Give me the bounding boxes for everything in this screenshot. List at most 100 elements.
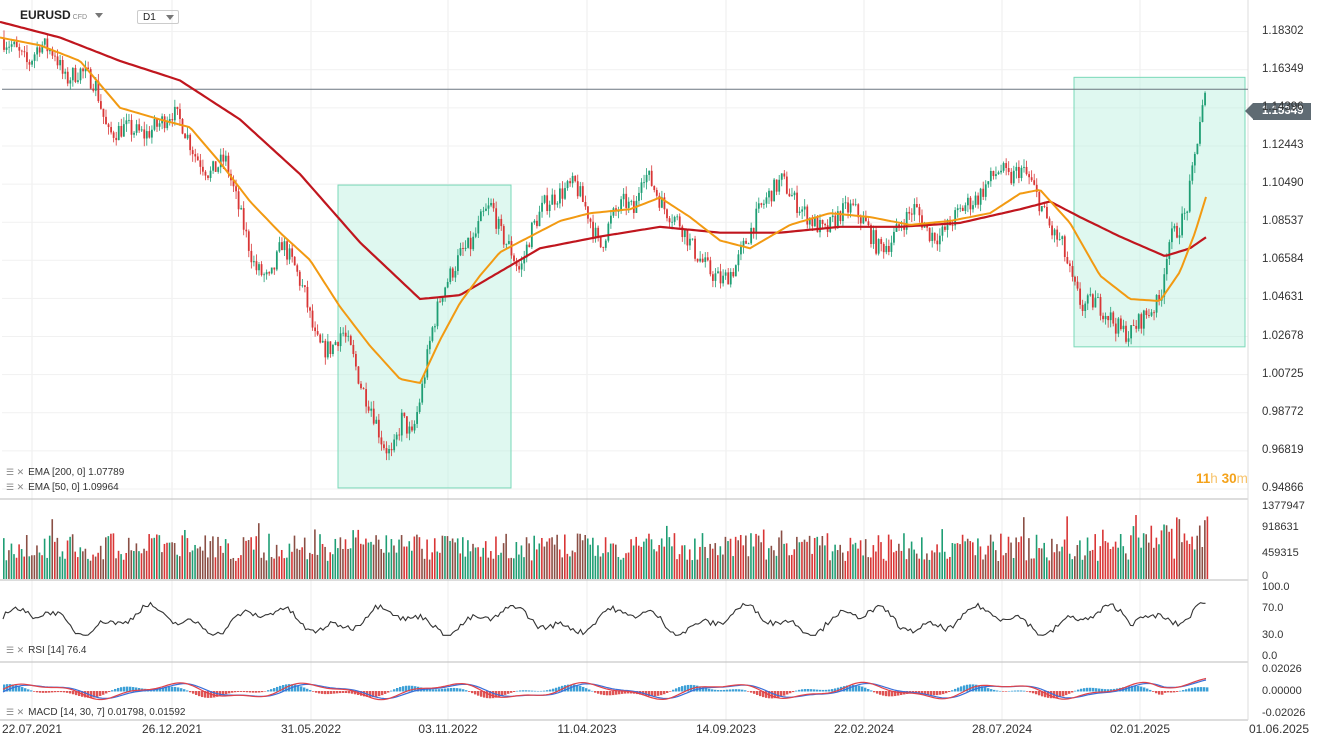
legend-rsi-label: RSI [14] 76.4 bbox=[28, 645, 87, 656]
candle bbox=[995, 166, 997, 180]
volume-bar bbox=[1160, 530, 1163, 579]
candle bbox=[913, 198, 916, 222]
date-axis-label: 28.07.2024 bbox=[971, 722, 1033, 736]
candle bbox=[974, 191, 977, 208]
legend-ema200[interactable]: ☰ ✕ EMA [200, 0] 1.07789 bbox=[6, 467, 124, 478]
macd-histogram-bar bbox=[258, 691, 261, 693]
volume-bar bbox=[711, 548, 714, 579]
macd-histogram-bar bbox=[483, 691, 486, 698]
macd-histogram-bar bbox=[72, 691, 75, 695]
candle bbox=[763, 199, 765, 209]
legend-macd-label: MACD [14, 30, 7] 0.01798, 0.01592 bbox=[28, 707, 186, 718]
macd-histogram-bar bbox=[18, 685, 21, 692]
candle bbox=[602, 246, 605, 252]
macd-histogram-bar bbox=[1131, 685, 1134, 692]
candle bbox=[1048, 216, 1051, 228]
volume-bar bbox=[819, 545, 821, 579]
volume-bar bbox=[102, 559, 105, 579]
menu-icon[interactable]: ☰ ✕ bbox=[6, 645, 25, 655]
candle bbox=[1091, 293, 1094, 311]
volume-bar bbox=[895, 550, 898, 579]
candle bbox=[444, 286, 447, 302]
volume-bar bbox=[161, 552, 163, 579]
macd-histogram-bar bbox=[1176, 691, 1179, 692]
volume-axis-label: 1377947 bbox=[1262, 500, 1305, 512]
volume-bar bbox=[94, 556, 97, 579]
date-axis-label: 11.04.2023 bbox=[557, 722, 617, 736]
macd-histogram-bar bbox=[759, 691, 762, 697]
menu-icon[interactable]: ☰ ✕ bbox=[6, 707, 25, 717]
candle bbox=[1114, 317, 1117, 342]
candle bbox=[1056, 225, 1059, 247]
candle bbox=[1099, 293, 1102, 321]
volume-bar bbox=[408, 541, 411, 579]
volume-bar bbox=[209, 541, 212, 579]
symbol-selector[interactable]: EURUSD CFD bbox=[20, 8, 104, 22]
macd-histogram-bar bbox=[576, 685, 579, 692]
candle bbox=[768, 188, 770, 205]
volume-bar bbox=[660, 538, 663, 579]
legend-macd[interactable]: ☰ ✕ MACD [14, 30, 7] 0.01798, 0.01592 bbox=[6, 707, 185, 718]
macd-histogram-bar bbox=[318, 691, 321, 694]
timeframe-selector[interactable]: D1 bbox=[137, 10, 179, 24]
volume-bar bbox=[339, 537, 342, 579]
volume-bar bbox=[344, 539, 347, 579]
macd-histogram-bar bbox=[57, 691, 60, 693]
candle bbox=[286, 238, 288, 266]
candle bbox=[778, 174, 781, 195]
volume-bar bbox=[569, 556, 571, 579]
candle bbox=[1155, 294, 1158, 318]
volume-bar bbox=[1145, 534, 1147, 579]
volume-bar bbox=[33, 555, 36, 579]
candle bbox=[747, 242, 750, 245]
volume-bar bbox=[110, 533, 112, 579]
candle bbox=[635, 196, 638, 213]
candle bbox=[395, 432, 398, 447]
volume-bar bbox=[561, 557, 564, 579]
volume-bar bbox=[543, 546, 546, 579]
macd-histogram-bar bbox=[675, 688, 678, 692]
volume-bar bbox=[365, 538, 367, 579]
candle bbox=[959, 204, 962, 213]
candle bbox=[293, 256, 296, 266]
volume-bar bbox=[270, 557, 273, 579]
candle bbox=[574, 175, 577, 183]
volume-bar bbox=[490, 551, 492, 579]
menu-icon[interactable]: ☰ ✕ bbox=[6, 467, 25, 477]
macd-histogram-bar bbox=[999, 690, 1002, 692]
candle bbox=[92, 83, 95, 93]
volume-bar bbox=[951, 543, 954, 579]
menu-icon[interactable]: ☰ ✕ bbox=[6, 482, 25, 492]
candle bbox=[207, 174, 209, 181]
volume-bar bbox=[813, 537, 816, 579]
candle bbox=[431, 326, 434, 343]
volume-bar bbox=[1165, 525, 1168, 579]
volume-bar bbox=[750, 533, 752, 579]
candle bbox=[342, 327, 345, 337]
volume-bar bbox=[709, 543, 711, 579]
legend-ema50[interactable]: ☰ ✕ EMA [50, 0] 1.09964 bbox=[6, 482, 119, 493]
price-axis-label: 1.10490 bbox=[1262, 177, 1304, 190]
candle bbox=[393, 434, 396, 453]
volume-bar bbox=[97, 552, 99, 579]
candle bbox=[194, 148, 197, 163]
macd-histogram-bar bbox=[522, 690, 525, 692]
candle bbox=[196, 153, 199, 161]
candle bbox=[831, 208, 834, 222]
volume-bar bbox=[1150, 525, 1153, 579]
macd-histogram-bar bbox=[282, 685, 285, 692]
price-axis-label: 1.18302 bbox=[1262, 24, 1304, 37]
candle bbox=[436, 296, 439, 330]
candle bbox=[836, 206, 839, 229]
volume-bar bbox=[808, 535, 811, 579]
candle bbox=[640, 178, 643, 201]
legend-rsi[interactable]: ☰ ✕ RSI [14] 76.4 bbox=[6, 645, 87, 656]
candle bbox=[388, 445, 390, 461]
candle bbox=[1158, 290, 1161, 306]
candle bbox=[1130, 324, 1132, 345]
candle bbox=[617, 206, 620, 219]
candle bbox=[755, 201, 758, 240]
candle bbox=[987, 181, 990, 188]
macd-histogram-bar bbox=[672, 689, 675, 692]
